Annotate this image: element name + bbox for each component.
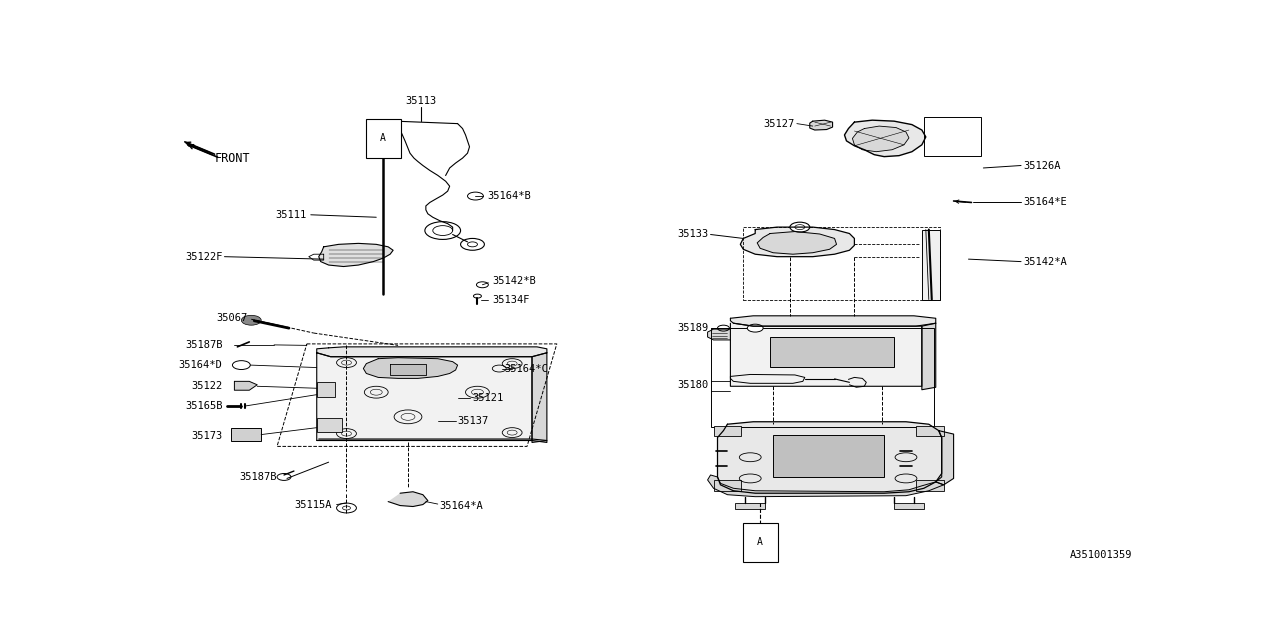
Polygon shape (532, 353, 547, 442)
Bar (713, 426, 741, 436)
Polygon shape (758, 232, 837, 254)
Polygon shape (319, 243, 393, 266)
Bar (773, 435, 884, 477)
Bar (771, 337, 895, 367)
Polygon shape (234, 381, 257, 390)
Text: A: A (758, 538, 763, 547)
Bar (916, 426, 943, 436)
Text: 35173: 35173 (191, 431, 223, 440)
Bar (922, 230, 940, 300)
Text: 35164*D: 35164*D (179, 360, 223, 370)
Polygon shape (731, 316, 936, 326)
Text: 35180: 35180 (677, 380, 709, 390)
Text: 35189: 35189 (677, 323, 709, 333)
Text: 35142*A: 35142*A (1023, 257, 1066, 267)
Circle shape (748, 324, 763, 332)
Bar (735, 503, 765, 509)
Bar (713, 480, 741, 491)
Polygon shape (718, 422, 942, 493)
Polygon shape (810, 120, 832, 130)
Polygon shape (708, 329, 731, 340)
Text: 35126A: 35126A (1023, 161, 1061, 170)
Text: 35115A: 35115A (294, 500, 332, 509)
Polygon shape (316, 347, 547, 356)
Polygon shape (388, 492, 428, 506)
Circle shape (378, 150, 389, 156)
Bar (232, 428, 261, 442)
Polygon shape (731, 374, 805, 383)
Text: 35164*B: 35164*B (488, 191, 531, 201)
Text: 35165B: 35165B (186, 401, 223, 411)
Bar (744, 227, 940, 300)
Polygon shape (936, 431, 954, 485)
Text: 35122: 35122 (191, 381, 223, 391)
Polygon shape (364, 358, 458, 378)
Bar (916, 480, 943, 491)
Bar (895, 503, 924, 509)
Text: 35187B: 35187B (239, 472, 276, 482)
Bar (316, 382, 334, 397)
Polygon shape (731, 323, 922, 387)
Text: 35164*C: 35164*C (504, 364, 548, 374)
Bar (710, 328, 934, 427)
Text: 35142*B: 35142*B (493, 276, 536, 286)
Text: 35164*E: 35164*E (1023, 198, 1066, 207)
Text: 35067: 35067 (216, 313, 247, 323)
Bar (924, 117, 982, 156)
Text: 35127: 35127 (764, 118, 795, 129)
Circle shape (790, 222, 810, 232)
Text: 35164*A: 35164*A (440, 500, 484, 511)
Polygon shape (390, 364, 426, 375)
Text: 35187B: 35187B (186, 340, 223, 350)
Polygon shape (316, 439, 547, 442)
Text: 35113: 35113 (406, 97, 436, 106)
Text: A351001359: A351001359 (1070, 550, 1132, 560)
Polygon shape (740, 227, 855, 257)
Text: 35133: 35133 (677, 230, 709, 239)
Polygon shape (708, 475, 943, 497)
Text: FRONT: FRONT (215, 152, 250, 164)
Text: 35134F: 35134F (493, 294, 530, 305)
Text: 35137: 35137 (458, 416, 489, 426)
Polygon shape (845, 120, 925, 157)
Text: 35122F: 35122F (186, 252, 223, 262)
Text: 35121: 35121 (472, 393, 504, 403)
Polygon shape (316, 353, 532, 440)
Text: 35111: 35111 (275, 210, 307, 220)
Polygon shape (922, 323, 936, 390)
Bar (316, 418, 342, 431)
Polygon shape (852, 126, 909, 152)
Circle shape (242, 316, 261, 325)
Text: A: A (380, 133, 387, 143)
